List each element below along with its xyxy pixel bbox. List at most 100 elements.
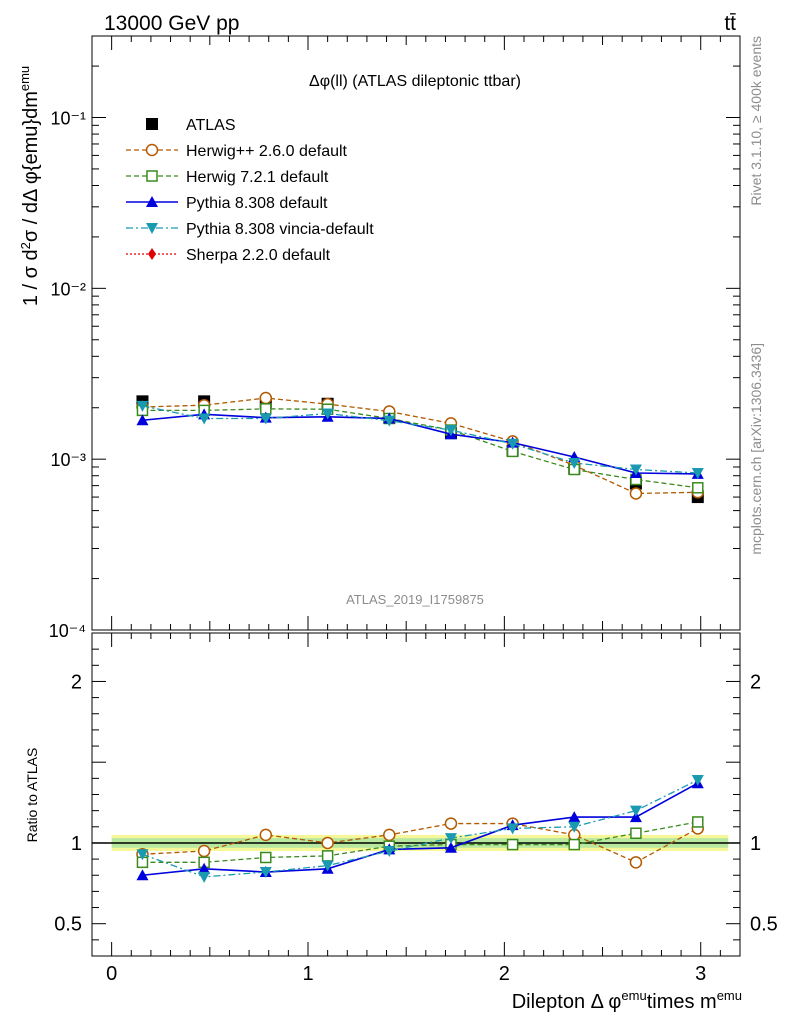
ratio-line — [142, 779, 699, 878]
x-tick-label: 3 — [695, 963, 706, 985]
ratio-y-tick-label: 1 — [71, 833, 82, 855]
ratio-point — [198, 862, 211, 874]
x-label-part-2: times m — [647, 991, 717, 1013]
series-herwig-2-6-0-default — [136, 391, 705, 500]
y-tick-label: 10⁻⁴ — [49, 621, 86, 641]
ratio-point — [136, 869, 149, 881]
ratio-point — [444, 817, 458, 830]
ratio-point — [197, 844, 211, 858]
ratio-point — [568, 811, 581, 823]
x-axis-label: Dilepton Δ φemutimes memu — [512, 988, 742, 1013]
legend-marker — [146, 223, 158, 234]
x-tick-label: 1 — [302, 963, 313, 985]
data-point — [691, 467, 704, 479]
ratio-y-tick-label: 2 — [71, 671, 82, 693]
data-point — [568, 457, 581, 469]
main-plot-frame — [91, 35, 741, 631]
series-line — [142, 408, 698, 489]
main-series-layer — [136, 391, 705, 504]
data-point — [259, 391, 273, 405]
legend-marker — [146, 196, 158, 207]
legend-label: Herwig++ 2.6.0 default — [186, 143, 348, 160]
y-label-part-2: σ / dΔ φ{emu}dm — [20, 91, 42, 242]
data-point — [629, 464, 642, 476]
ratio-point — [321, 850, 334, 862]
y-label-sup-2: 2 — [18, 242, 33, 249]
ratio-y-tick-label-right: 0.5 — [750, 914, 778, 936]
ratio-point — [444, 833, 457, 845]
analysis-watermark: ATLAS_2019_I1759875 — [346, 592, 484, 607]
legend-label: Pythia 8.308 default — [186, 195, 328, 212]
ratio-y-tick-label-right: 2 — [750, 671, 761, 693]
ratio-point — [691, 774, 704, 786]
series-line — [142, 405, 698, 474]
legend-entry: Sherpa 2.2.0 default — [126, 247, 331, 264]
ratio-point — [383, 846, 396, 858]
x-label-sup-2: emu — [717, 988, 742, 1003]
data-point — [506, 438, 519, 450]
data-point — [136, 400, 149, 412]
data-point — [692, 482, 704, 494]
y-tick-label: 10⁻¹ — [50, 109, 86, 129]
legend-label: ATLAS — [186, 117, 236, 134]
legend-entry: Herwig 7.2.1 default — [126, 169, 329, 186]
series-atlas — [136, 395, 704, 504]
ratio-point — [506, 823, 519, 835]
ratio-plot-frame — [91, 632, 741, 957]
data-point — [444, 425, 457, 437]
legend-entry: Herwig++ 2.6.0 default — [126, 143, 348, 160]
data-point — [259, 413, 272, 425]
series-line — [142, 413, 698, 475]
x-label-part-1: Dilepton Δ φ — [512, 991, 622, 1013]
data-point — [198, 413, 211, 425]
y-tick-label: 10⁻³ — [50, 450, 86, 470]
ratio-axis-ticks: 0.5 0.5 1 1 2 2 0 1 2 3 — [54, 632, 778, 985]
ratio-point — [630, 827, 642, 840]
ratio-line — [142, 822, 699, 864]
legend-entry: Pythia 8.308 vincia-default — [126, 221, 374, 238]
legend-entry: ATLAS — [146, 117, 236, 134]
ratio-y-axis-label: Ratio to ATLAS — [24, 748, 40, 843]
ratio-point — [629, 805, 642, 817]
ratio-point — [259, 828, 273, 842]
energy-label: 13000 GeV pp — [104, 12, 239, 35]
legend-label: Pythia 8.308 vincia-default — [186, 221, 374, 238]
data-point — [383, 415, 396, 427]
legend-marker — [145, 143, 159, 157]
legend: ATLAS Herwig++ 2.6.0 default Herwig 7.2.1 … — [126, 117, 374, 264]
rivet-version-label: Rivet 3.1.10, ≥ 400k events — [748, 36, 764, 206]
data-point — [321, 408, 334, 420]
series-herwig-7-2-1-default — [136, 403, 704, 494]
x-label-sup-1: emu — [621, 988, 646, 1003]
process-label: tt̄ — [724, 12, 736, 35]
legend-marker — [148, 248, 156, 260]
legend-label: Herwig 7.2.1 default — [186, 169, 329, 186]
ratio-y-tick-label: 0.5 — [54, 914, 82, 936]
series-pythia-8-308-vincia-default — [136, 400, 704, 479]
legend-marker — [146, 118, 158, 130]
ratio-point — [259, 867, 272, 879]
series-line — [142, 397, 698, 495]
ratio-point — [260, 851, 272, 864]
legend-label: Sherpa 2.2.0 default — [186, 247, 331, 264]
ratio-line — [142, 782, 699, 877]
chart-title: Δφ(ll) (ATLAS dileptonic ttbar) — [309, 73, 521, 90]
ratio-series-layer — [136, 774, 705, 883]
ratio-point — [136, 849, 149, 861]
x-tick-label: 0 — [106, 963, 117, 985]
ratio-point — [568, 821, 581, 833]
ratio-point — [444, 841, 457, 853]
ratio-line — [142, 821, 698, 863]
y-label-sup-emu: emu — [17, 66, 32, 91]
ratio-point — [506, 838, 519, 851]
y-label-part-1: 1 / σ d — [20, 249, 42, 306]
legend-entry: Pythia 8.308 default — [126, 195, 328, 212]
ratio-point — [568, 838, 581, 851]
ratio-point — [629, 856, 643, 869]
mcplots-label: mcplots.cern.ch [arXiv:1306.3436] — [748, 343, 764, 555]
y-tick-label: 10⁻² — [50, 279, 86, 299]
ratio-point — [321, 860, 334, 872]
legend-marker — [146, 170, 158, 182]
x-tick-label: 2 — [499, 963, 510, 985]
